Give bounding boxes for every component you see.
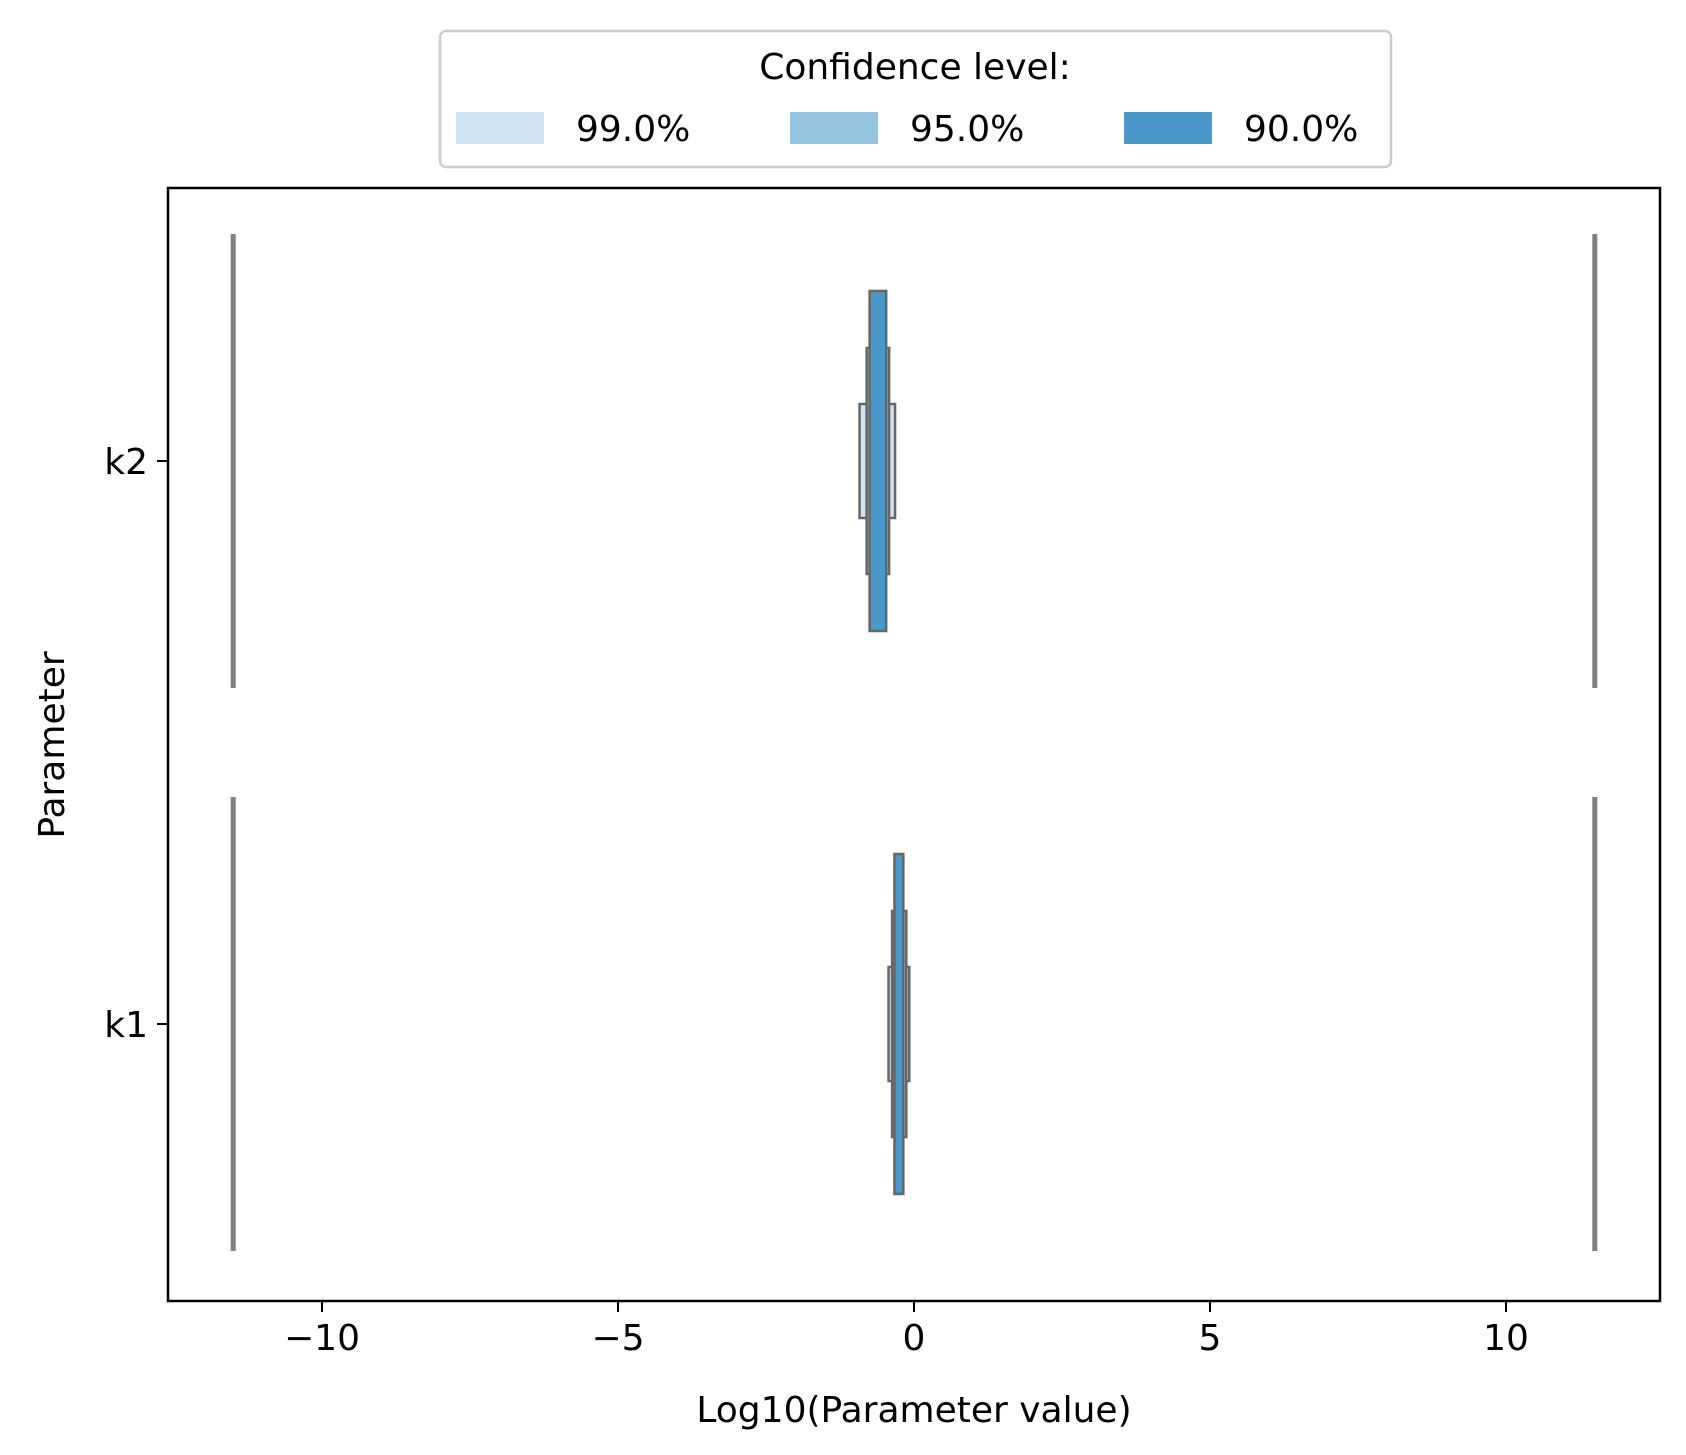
legend-label: 95.0%	[910, 109, 1024, 150]
legend-swatch-95.0%	[790, 112, 878, 144]
x-axis: −10 −5 0 5 10	[284, 1301, 1529, 1359]
legend-swatch-90.0%	[1124, 112, 1212, 144]
legend: Confidence level: 99.0% 95.0% 90.0%	[438, 29, 1393, 169]
plot-frame	[166, 186, 1662, 1303]
y-axis: k2 k1	[104, 442, 168, 1046]
plot-area	[166, 186, 1662, 1303]
interval-bars	[858, 289, 911, 1196]
legend-entries: 99.0% 95.0% 90.0%	[456, 109, 1358, 150]
x-tick-label: 0	[903, 1318, 926, 1359]
x-tick-label: 5	[1199, 1318, 1222, 1359]
y-tick-label: k1	[104, 1005, 148, 1046]
legend-title: Confidence level:	[759, 47, 1071, 88]
x-tick-label: 10	[1483, 1318, 1529, 1359]
y-axis-label: Parameter	[32, 651, 73, 838]
x-tick-label: −10	[284, 1318, 360, 1359]
y-tick-label: k2	[104, 442, 148, 483]
legend-swatch-99.0%	[456, 112, 544, 144]
interval-k1-90.0%	[893, 852, 905, 1196]
x-tick-label: −5	[591, 1318, 644, 1359]
legend-label: 90.0%	[1244, 109, 1358, 150]
x-axis-label: Log10(Parameter value)	[696, 1390, 1131, 1431]
interval-k2-90.0%	[868, 289, 888, 633]
bound-lines	[230, 234, 1598, 1251]
legend-label: 99.0%	[576, 109, 690, 150]
